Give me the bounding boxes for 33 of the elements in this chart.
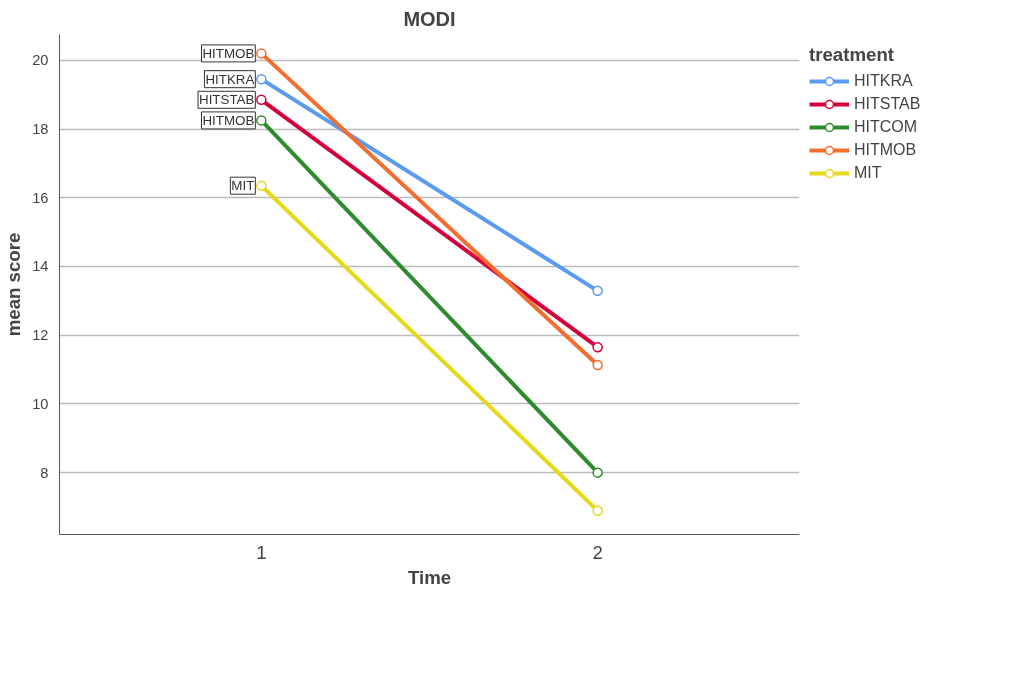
y-tick-label: 14 bbox=[32, 258, 49, 275]
point bbox=[256, 180, 267, 191]
point bbox=[592, 467, 603, 478]
legend-title: treatment bbox=[809, 44, 895, 66]
point bbox=[256, 73, 267, 85]
legend-label: MIT bbox=[854, 164, 883, 182]
annotation: HITMOB bbox=[202, 112, 255, 128]
y-tick-label: 20 bbox=[32, 52, 49, 69]
y-tick-label: 18 bbox=[32, 121, 49, 137]
annotation: HITSTAB bbox=[199, 92, 255, 108]
point bbox=[592, 341, 603, 353]
annotation: HITMOB bbox=[202, 45, 255, 61]
y-tick-label: 12 bbox=[32, 327, 49, 344]
legend-label: HITSTAB bbox=[854, 95, 922, 113]
point bbox=[592, 285, 603, 297]
point bbox=[592, 359, 603, 371]
y-tick-label: 16 bbox=[32, 189, 49, 206]
legend-label: HITCOM bbox=[854, 118, 919, 136]
annotation: HITKRA bbox=[205, 71, 255, 87]
x-tick-label: 1 bbox=[256, 541, 267, 563]
y-axis-title: mean score bbox=[3, 232, 25, 337]
annotation: MIT bbox=[231, 178, 255, 194]
x-axis-title: Time bbox=[407, 566, 452, 588]
point bbox=[592, 505, 603, 517]
chart-title: MODI bbox=[403, 7, 456, 30]
legend-label: HITKRA bbox=[854, 72, 914, 90]
y-tick-label: 8 bbox=[40, 464, 49, 481]
point bbox=[256, 94, 267, 106]
point bbox=[256, 115, 267, 126]
x-tick-label: 2 bbox=[592, 541, 603, 563]
point bbox=[256, 48, 267, 59]
legend-label: HITMOB bbox=[854, 141, 918, 159]
y-tick-label: 10 bbox=[32, 395, 49, 412]
